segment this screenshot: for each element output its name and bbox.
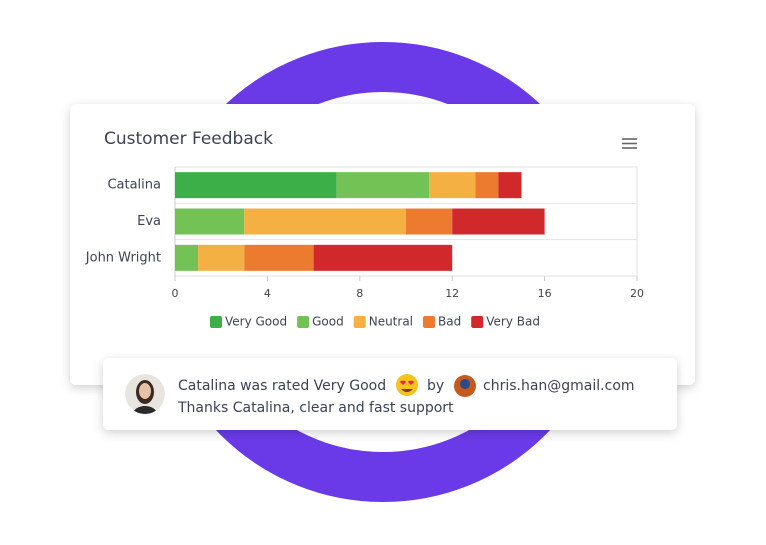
bar-segment bbox=[175, 208, 245, 235]
notification-message: Thanks Catalina, clear and fast support bbox=[177, 400, 454, 416]
x-tick-label: 20 bbox=[630, 287, 644, 300]
legend-item[interactable]: Neutral bbox=[353, 315, 413, 329]
chart-title: Customer Feedback bbox=[104, 129, 273, 149]
emoji bbox=[396, 374, 418, 396]
legend-label: Bad bbox=[438, 315, 461, 329]
bar-segment bbox=[475, 172, 499, 199]
bar-segment bbox=[198, 244, 245, 271]
x-tick-label: 16 bbox=[538, 287, 552, 300]
bar-segment bbox=[175, 244, 199, 271]
legend-label: Very Bad bbox=[486, 315, 540, 329]
legend-item[interactable]: Good bbox=[297, 315, 344, 329]
bar-segment bbox=[244, 244, 314, 271]
x-tick-label: 0 bbox=[172, 287, 179, 300]
reviewer-avatar bbox=[454, 375, 476, 397]
user-avatar bbox=[125, 374, 165, 414]
legend-item[interactable]: Very Bad bbox=[471, 315, 540, 329]
y-tick-label: Catalina bbox=[107, 178, 161, 193]
x-tick-label: 12 bbox=[445, 287, 459, 300]
y-tick-label: Eva bbox=[137, 214, 161, 229]
legend-swatch bbox=[297, 316, 310, 328]
notification-card bbox=[103, 358, 677, 430]
legend-label: Good bbox=[312, 315, 344, 329]
legend-swatch bbox=[210, 316, 222, 328]
by-text: by bbox=[427, 378, 444, 394]
legend-item[interactable]: Very Good bbox=[210, 315, 287, 329]
legend-label: Very Good bbox=[225, 315, 287, 329]
x-tick-label: 8 bbox=[356, 287, 363, 300]
bar-segment bbox=[498, 172, 522, 199]
bar-segment bbox=[429, 172, 476, 199]
legend-swatch bbox=[353, 316, 366, 328]
legend-label: Neutral bbox=[369, 315, 413, 329]
bar-segment bbox=[452, 208, 545, 235]
legend-swatch bbox=[471, 316, 484, 328]
x-tick-label: 4 bbox=[264, 287, 271, 300]
reviewer-email[interactable]: chris.han@gmail.com bbox=[483, 378, 635, 394]
legend-item[interactable]: Bad bbox=[423, 315, 461, 329]
notification-text: Catalina was rated Very Good bbox=[178, 378, 386, 394]
bar-segment bbox=[406, 208, 453, 235]
bar-segment bbox=[175, 172, 337, 199]
menu-icon[interactable] bbox=[622, 138, 637, 149]
legend-swatch bbox=[423, 316, 436, 328]
bar-segment bbox=[244, 208, 406, 235]
bar-segment bbox=[313, 244, 453, 271]
y-tick-label: John Wright bbox=[85, 250, 161, 265]
bar-segment bbox=[336, 172, 430, 199]
